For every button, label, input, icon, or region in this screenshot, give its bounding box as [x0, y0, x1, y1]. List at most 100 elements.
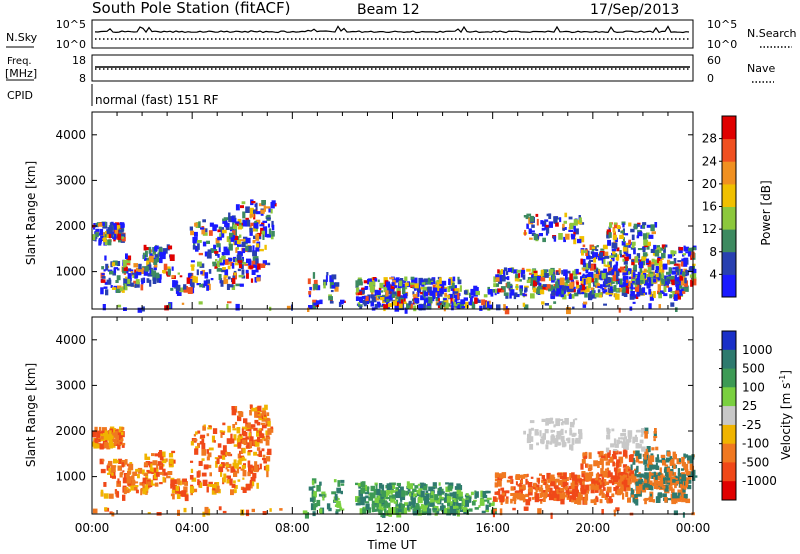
velocity-cell [104, 442, 109, 449]
velocity-cell [128, 463, 134, 471]
power-cell [171, 275, 175, 279]
power-cell [668, 287, 673, 292]
velocity-cell [401, 496, 406, 500]
velocity-cell [247, 471, 251, 477]
velocity-cell [672, 453, 677, 460]
power-cell [553, 216, 558, 223]
power-cell [383, 287, 389, 293]
velocity-cell [111, 472, 114, 476]
velocity-cell [212, 484, 217, 490]
power-cell [231, 263, 235, 269]
velocity-cell [687, 470, 691, 478]
velocity-cell [583, 497, 588, 505]
power-colorbar-swatch [722, 116, 736, 140]
velocity-cell [689, 459, 693, 464]
power-cell [383, 304, 389, 309]
power-cell [599, 252, 604, 258]
power-cell [612, 249, 616, 255]
power-cell [457, 276, 460, 281]
power-cell [237, 218, 242, 223]
power-cell [395, 299, 399, 303]
power-cell [514, 292, 518, 297]
power-cell [684, 246, 689, 252]
velocity-cell [359, 502, 362, 506]
power-cell [625, 284, 629, 289]
velocity-cell [494, 491, 499, 495]
velocity-cell [220, 450, 224, 455]
velocity-cell [259, 428, 264, 431]
power-cell [573, 231, 576, 237]
velocity-cell [166, 475, 171, 479]
velocity-cell [99, 443, 104, 450]
power-cell [539, 289, 545, 295]
velocity-cell [362, 508, 367, 515]
velocity-cell [312, 485, 316, 488]
power-cell [586, 255, 591, 260]
power-cell [608, 289, 614, 294]
power-cell [113, 285, 118, 288]
power-cell [381, 290, 383, 293]
power-cell [651, 231, 656, 235]
velocity-cell [653, 471, 656, 478]
power-cell [457, 293, 460, 300]
velocity-cell [217, 443, 222, 448]
velocity-cell [376, 506, 380, 512]
velocity-cell [398, 484, 401, 488]
power-cell [404, 282, 409, 287]
velocity-cell [581, 491, 586, 495]
velocity-cell [364, 501, 370, 504]
x-tick-label: 04:00 [175, 521, 210, 535]
velocity-cell [158, 452, 161, 458]
velocity-cell [259, 438, 263, 444]
velocity-cell [638, 453, 642, 459]
velocity-cell [206, 449, 209, 454]
x-tick-label: 16:00 [475, 521, 510, 535]
power-cell [114, 229, 119, 235]
power-cell [578, 285, 582, 290]
power-cell [619, 234, 624, 239]
power-cell [238, 263, 242, 269]
velocity-cell [501, 472, 507, 479]
cpid-panel: CPID normal (fast) 151 RF [7, 84, 219, 107]
velocity-cell [545, 488, 550, 492]
power-cell [452, 288, 455, 295]
power-cell [308, 305, 313, 310]
power-cell [195, 276, 198, 283]
power-cell [208, 269, 212, 274]
power-colorbar-swatch [722, 138, 736, 162]
power-cell [206, 252, 212, 259]
velocity-cell [233, 434, 237, 441]
power-cell [159, 278, 162, 283]
velocity-cell [144, 453, 148, 460]
power-cell [658, 304, 661, 309]
power-cell [414, 277, 418, 285]
velocity-cell [452, 491, 457, 498]
velocity-cell [199, 482, 203, 488]
velocity-cell [429, 493, 435, 499]
power-cell [553, 301, 557, 304]
power-cell [650, 224, 655, 232]
power-cell [328, 296, 333, 301]
velocity-cell [386, 502, 391, 509]
velocity-cell [613, 467, 619, 472]
power-cell [604, 289, 608, 293]
velocity-cell [201, 442, 206, 450]
freq-left-tick-low: 8 [79, 72, 86, 85]
power-cell [377, 279, 380, 283]
velocity-cell [340, 490, 343, 495]
power-cell [153, 258, 158, 265]
power-cell [522, 294, 527, 297]
power-cell [395, 302, 400, 306]
power-cell [415, 298, 420, 303]
power-cell [380, 305, 384, 308]
power-cell [307, 278, 311, 285]
velocity-cell [677, 495, 680, 500]
velocity-cell [197, 481, 200, 486]
velocity-cell [364, 496, 367, 502]
velocity-cell [599, 499, 603, 504]
power-cell [371, 292, 374, 296]
velocity-cell [211, 488, 217, 495]
power-cell [633, 223, 638, 230]
velocity-cell [435, 498, 441, 504]
velocity-cell [262, 458, 267, 461]
